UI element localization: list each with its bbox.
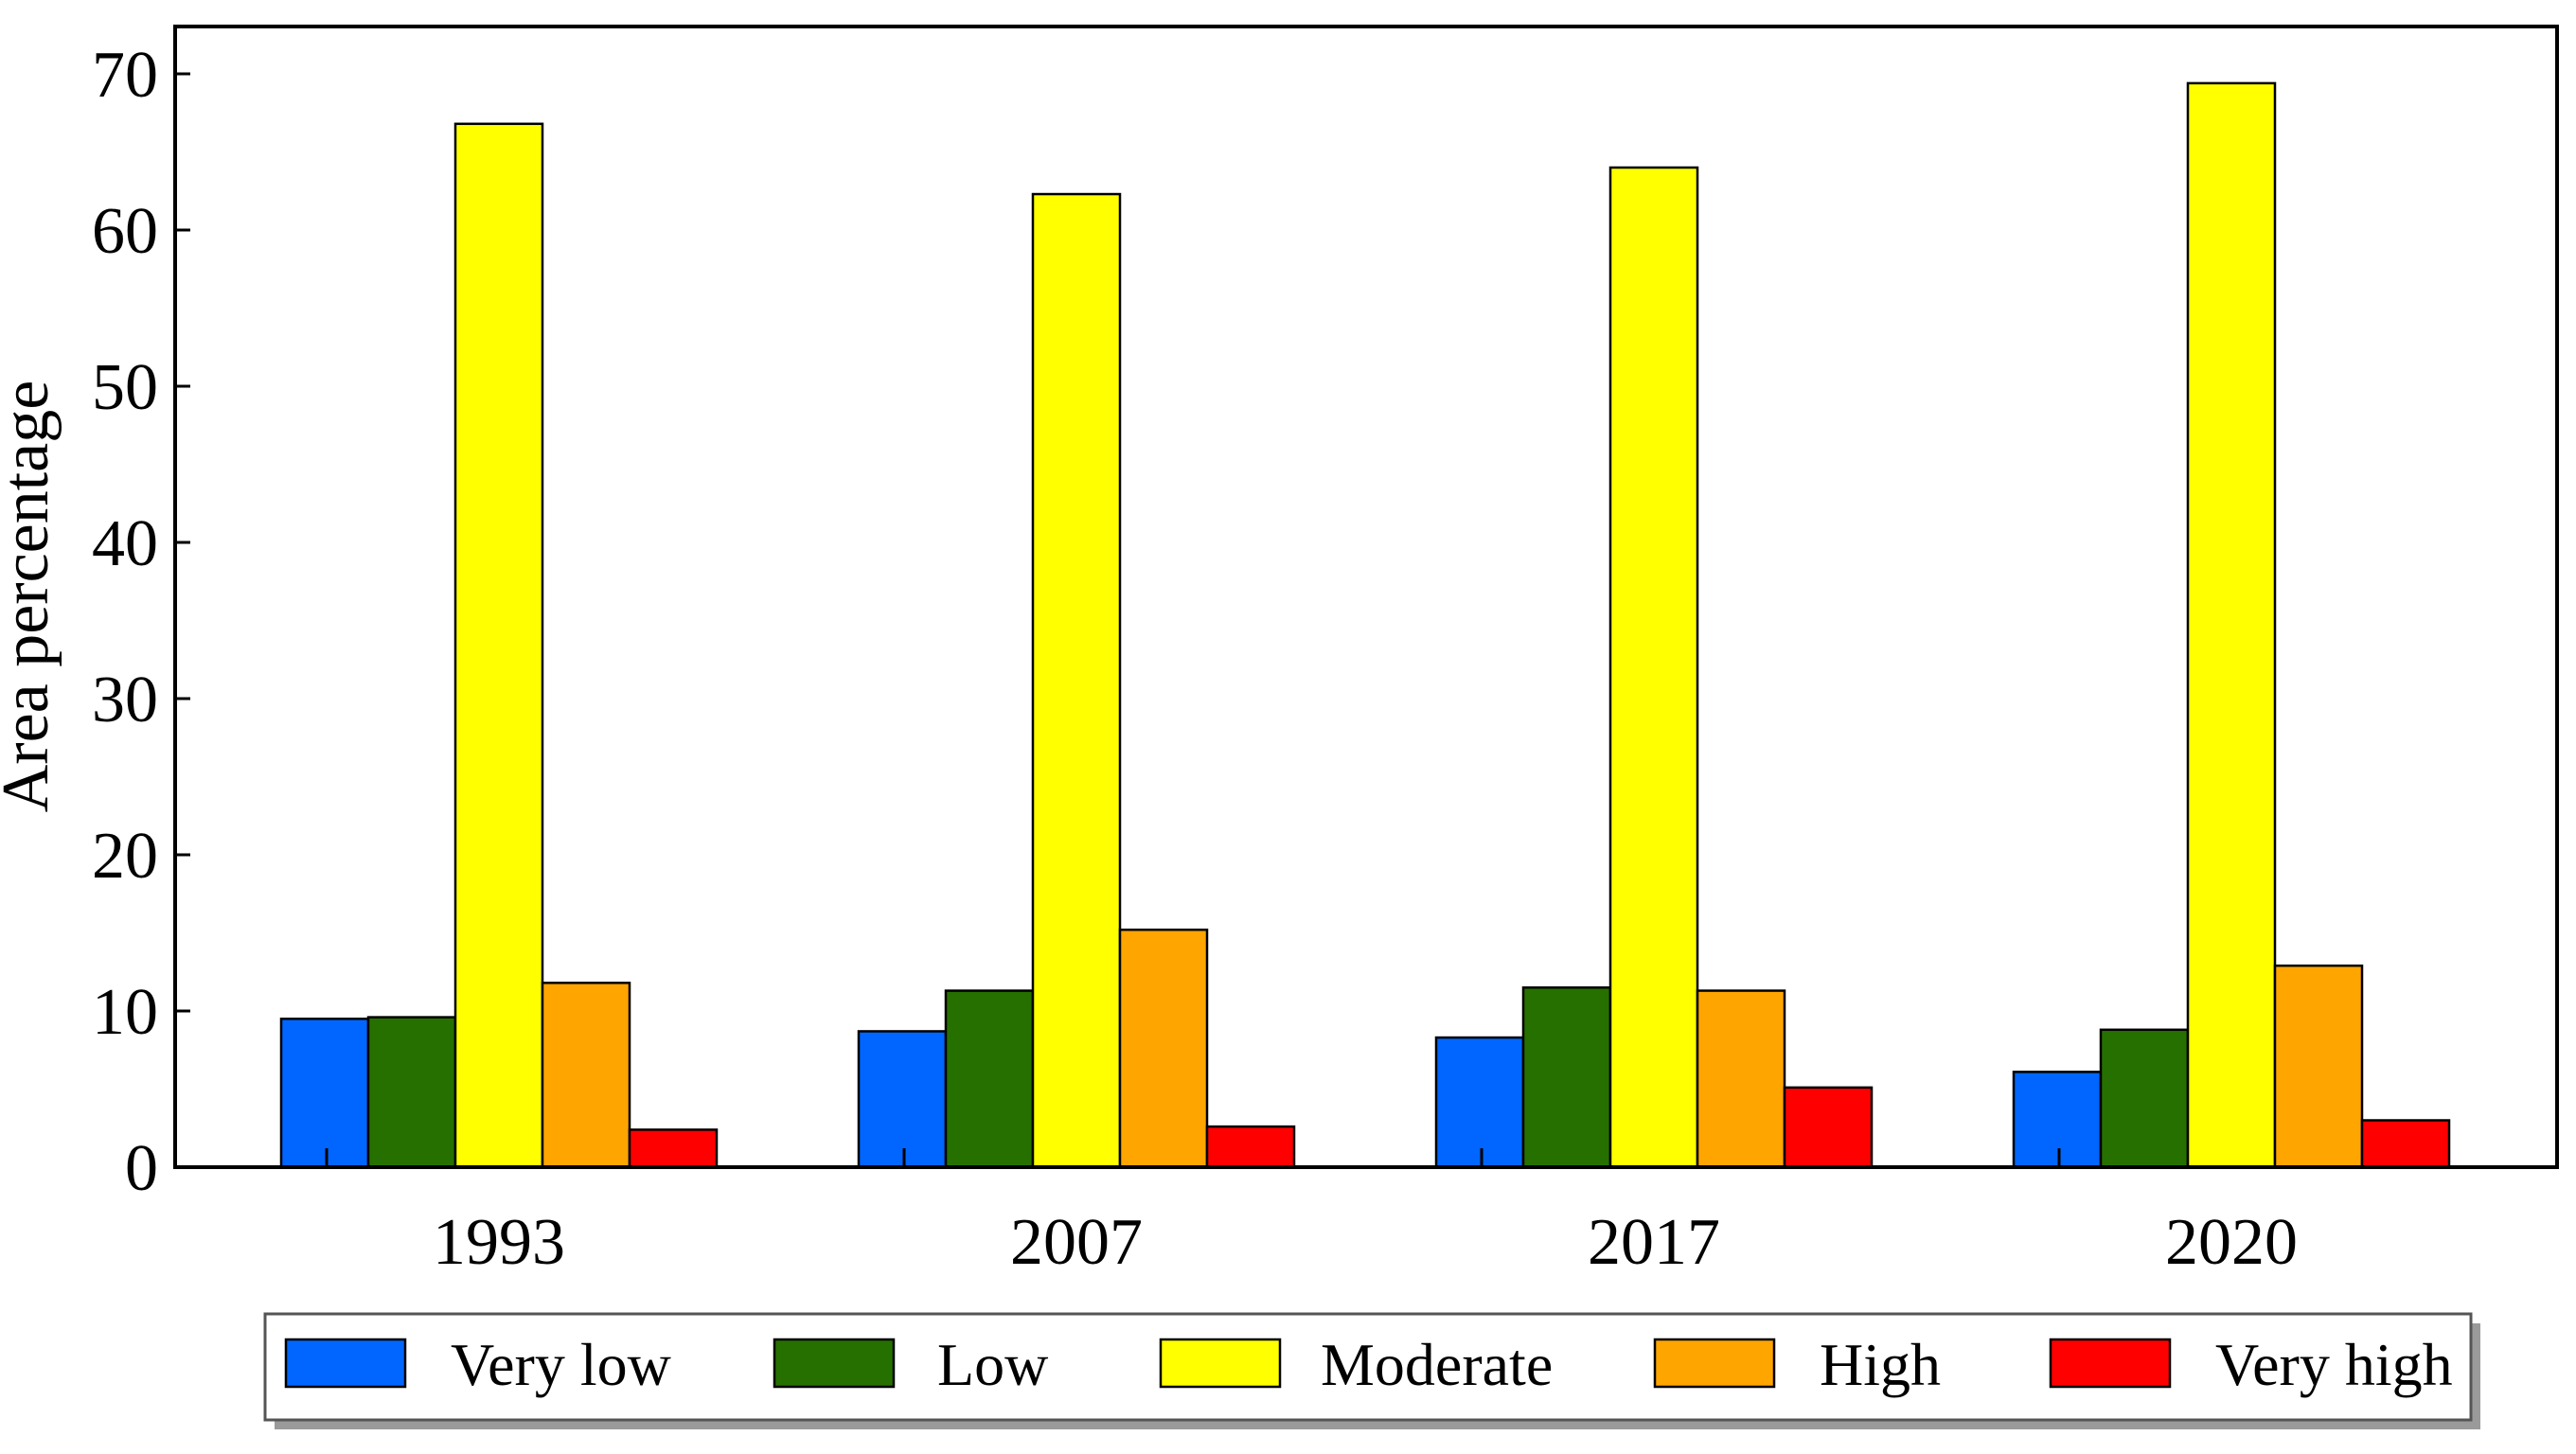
legend-label-very-high: Very high bbox=[2215, 1331, 2453, 1398]
legend-label-high: High bbox=[1820, 1331, 1941, 1398]
bar-2020-very-high bbox=[2360, 1119, 2451, 1169]
legend-label-very-low: Very low bbox=[451, 1331, 671, 1398]
legend-swatch-low bbox=[773, 1338, 896, 1389]
bar-2007-low bbox=[944, 989, 1035, 1169]
y-tick-label-60: 60 bbox=[92, 195, 158, 268]
legend: Very low Low Moderate High Very high bbox=[263, 1312, 2480, 1429]
legend-swatch-very-high bbox=[2049, 1338, 2172, 1389]
x-tick-label-2017: 2017 bbox=[1588, 1206, 1720, 1279]
bar-2020-moderate bbox=[2186, 81, 2277, 1169]
x-tick-label-2020: 2020 bbox=[2165, 1206, 2298, 1279]
bar-2017-very-high bbox=[1783, 1086, 1874, 1169]
ticks-layer: 0 10 20 30 40 50 60 70 1993 2007 2017 2020 bbox=[92, 39, 2298, 1279]
bar-1993-high bbox=[541, 982, 631, 1169]
bar-2020-very-low bbox=[2012, 1071, 2103, 1169]
bar-1993-moderate bbox=[453, 122, 544, 1169]
y-tick-label-70: 70 bbox=[92, 39, 158, 112]
x-tick-label-1993: 1993 bbox=[433, 1206, 565, 1279]
y-axis-title: Area percentage bbox=[0, 381, 62, 813]
bar-2007-high bbox=[1118, 928, 1209, 1169]
legend-swatch-moderate bbox=[1159, 1338, 1282, 1389]
bar-2007-very-high bbox=[1205, 1125, 1296, 1169]
bar-2020-low bbox=[2099, 1028, 2190, 1169]
y-tick-label-30: 30 bbox=[92, 664, 158, 736]
bars-layer bbox=[279, 81, 2451, 1169]
bar-2017-low bbox=[1521, 986, 1612, 1169]
y-tick-label-40: 40 bbox=[92, 507, 158, 580]
legend-label-low: Low bbox=[937, 1331, 1048, 1398]
legend-label-moderate: Moderate bbox=[1321, 1331, 1553, 1398]
bar-2017-very-low bbox=[1434, 1036, 1525, 1169]
bar-2007-moderate bbox=[1031, 192, 1122, 1169]
bar-2017-moderate bbox=[1608, 166, 1699, 1169]
bar-2017-high bbox=[1696, 989, 1786, 1169]
y-tick-label-0: 0 bbox=[125, 1132, 158, 1205]
bar-2007-very-low bbox=[857, 1030, 948, 1169]
bar-1993-very-low bbox=[279, 1018, 370, 1169]
bar-1993-low bbox=[366, 1016, 457, 1169]
y-tick-label-10: 10 bbox=[92, 976, 158, 1049]
y-tick-label-20: 20 bbox=[92, 820, 158, 893]
x-tick-label-2007: 2007 bbox=[1010, 1206, 1143, 1279]
plot-frame bbox=[173, 25, 2559, 1169]
y-tick-label-50: 50 bbox=[92, 351, 158, 424]
bar-2020-high bbox=[2273, 964, 2364, 1169]
legend-swatch-very-low bbox=[284, 1338, 407, 1389]
legend-swatch-high bbox=[1653, 1338, 1776, 1389]
bar-1993-very-high bbox=[628, 1128, 719, 1169]
